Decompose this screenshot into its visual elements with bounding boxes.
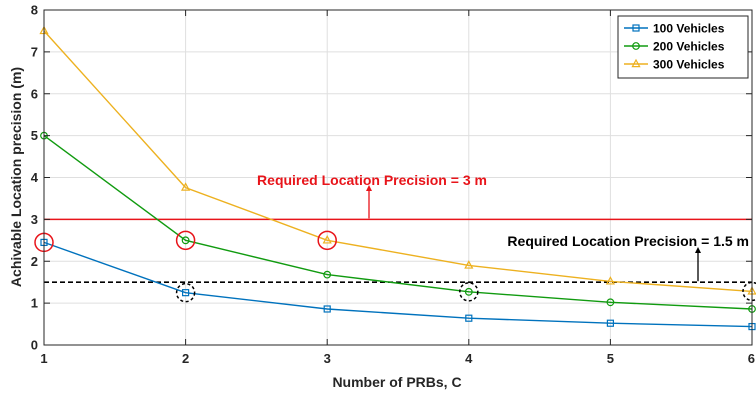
series-line-2	[43, 135, 753, 310]
x-tick-label: 4	[465, 351, 473, 366]
legend-entry: 100 Vehicles	[653, 22, 725, 36]
highlight-circle	[742, 281, 756, 302]
y-axis-title: Achivable Location precision (m)	[8, 67, 24, 287]
y-tick-label: 5	[31, 128, 38, 143]
x-tick-label: 6	[748, 351, 755, 366]
y-tick-label: 3	[31, 212, 38, 227]
x-tick-label: 5	[607, 351, 614, 366]
annotation-arrow-3m-head	[366, 185, 372, 191]
x-tick-label: 2	[182, 351, 189, 366]
series-line-1	[43, 241, 753, 328]
highlight-circle	[459, 282, 479, 302]
x-axis-title: Number of PRBs, C	[332, 374, 461, 390]
legend-entry: 200 Vehicles	[653, 40, 725, 54]
data-point	[182, 289, 190, 297]
axes	[43, 9, 753, 346]
annotation-label-3m: Required Location Precision = 3 m	[257, 172, 487, 188]
legend: 100 Vehicles 200 Vehicles 300 Vehicles	[617, 15, 749, 79]
y-tick-label: 1	[31, 296, 38, 311]
data-point	[606, 319, 615, 327]
highlight-circle	[175, 230, 196, 251]
legend-entry: 300 Vehicles	[653, 58, 725, 72]
data-point	[323, 305, 331, 313]
y-tick-label: 4	[31, 170, 39, 185]
data-point	[464, 260, 474, 269]
highlight-circle	[175, 282, 196, 303]
data-point	[322, 235, 332, 244]
annotation-arrow-1-5m-head	[695, 247, 701, 253]
series-line-3	[43, 30, 753, 293]
data-point	[465, 314, 473, 322]
y-tick-label: 7	[31, 44, 38, 59]
annotations: Required Location Precision = 3 m Require…	[257, 172, 749, 282]
legend-swatch-marker	[631, 58, 641, 68]
x-tick-label: 1	[40, 351, 47, 366]
data-point	[464, 287, 473, 296]
y-tick-label: 8	[31, 3, 38, 18]
y-tick-label: 6	[31, 86, 38, 101]
legend-swatch-marker	[632, 24, 640, 32]
data-point	[605, 276, 616, 285]
legend-swatch-marker	[632, 42, 640, 50]
y-tick-label: 0	[31, 338, 38, 353]
y-tick-label: 2	[31, 254, 38, 269]
annotation-label-1-5m: Required Location Precision = 1.5 m	[507, 233, 749, 249]
data-point	[181, 236, 190, 245]
data-point	[180, 182, 191, 191]
data-point	[323, 270, 332, 279]
data-point	[606, 298, 615, 307]
highlight-circle	[317, 230, 337, 251]
reference-lines	[44, 218, 752, 283]
x-tick-label: 3	[324, 351, 331, 366]
